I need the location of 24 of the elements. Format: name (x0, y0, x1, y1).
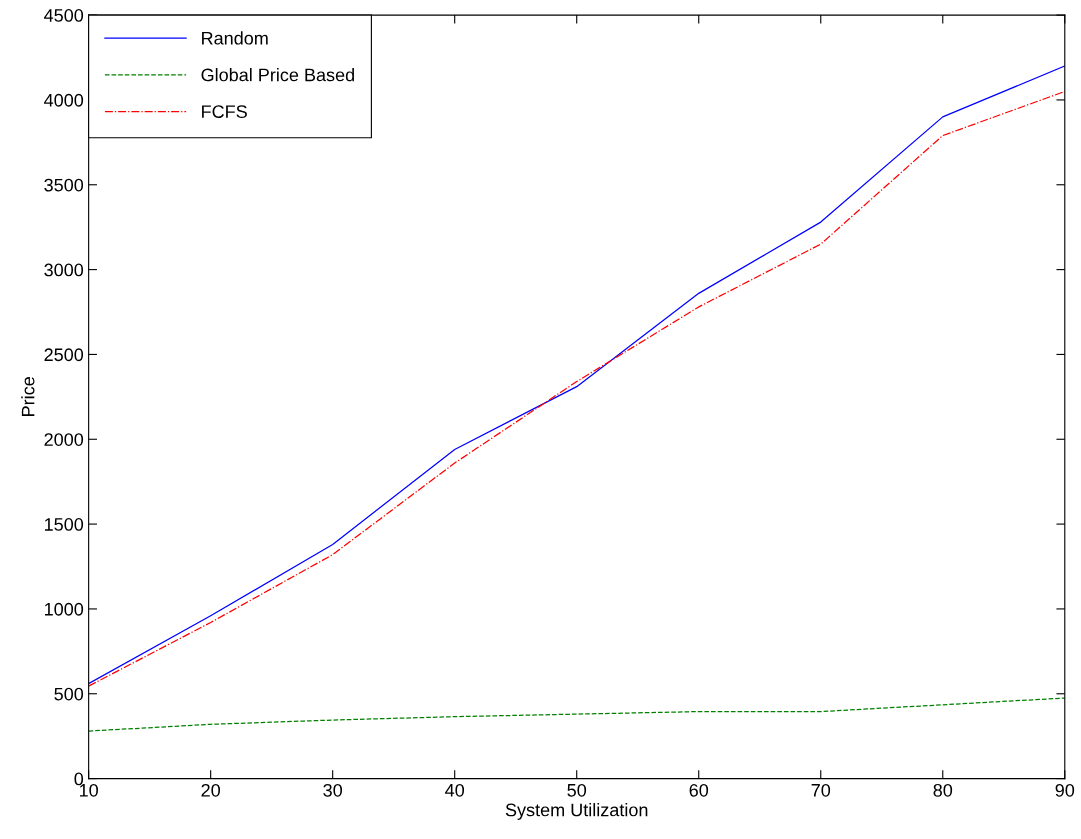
x-tick-label: 40 (445, 783, 465, 797)
y-tick-label: 1500 (45, 518, 84, 531)
legend-label: Global Price Based (201, 68, 354, 82)
x-tick-label: 90 (1055, 783, 1075, 797)
x-tick-label: 30 (323, 783, 343, 797)
legend-label: FCFS (202, 105, 247, 118)
line-series (88, 697, 1065, 732)
x-tick-label: 80 (933, 783, 953, 797)
y-tick-label: 4000 (44, 93, 84, 107)
x-tick-label: 70 (811, 783, 831, 797)
y-tick-label: 1000 (45, 602, 84, 616)
y-tick-label: 4500 (44, 9, 84, 22)
x-axis-title: System Utilization (505, 803, 648, 820)
y-tick-label: 2500 (44, 348, 84, 362)
y-axis-title: Price (21, 377, 35, 416)
y-tick-label: 0 (74, 772, 84, 786)
x-tick-label: 50 (567, 783, 587, 797)
y-tick-label: 3000 (44, 263, 84, 277)
x-tick-label: 60 (689, 783, 709, 797)
y-tick-label: 3500 (44, 178, 84, 192)
x-tick-label: 20 (201, 783, 220, 797)
y-tick-label: 2000 (44, 433, 84, 446)
y-tick-label: 500 (54, 687, 84, 701)
legend-label: Random (202, 31, 268, 45)
